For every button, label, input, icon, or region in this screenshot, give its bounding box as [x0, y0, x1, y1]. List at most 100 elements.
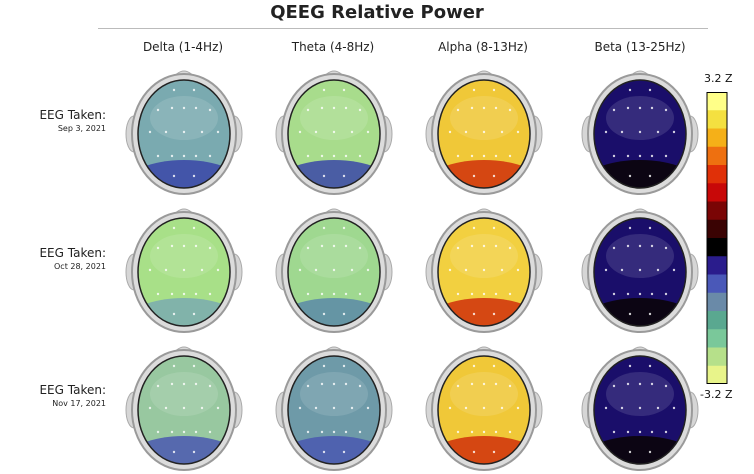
electrode	[472, 450, 476, 454]
band-label-alpha: Alpha (8-13Hz)	[438, 40, 528, 54]
map-region	[300, 96, 368, 140]
electrode	[464, 130, 468, 134]
electrode	[648, 226, 652, 230]
map-region	[150, 372, 218, 416]
electrode	[472, 226, 476, 230]
electrode	[208, 292, 212, 296]
electrode	[194, 154, 198, 158]
electrode	[626, 292, 630, 296]
electrode	[358, 430, 362, 434]
electrode	[612, 246, 616, 250]
electrode	[358, 108, 362, 112]
electrode	[516, 406, 520, 410]
electrode	[156, 154, 160, 158]
electrode	[350, 268, 354, 272]
band-label-beta: Beta (13-25Hz)	[594, 40, 686, 54]
electrode	[344, 382, 348, 386]
electrode	[656, 406, 660, 410]
electrode	[306, 108, 310, 112]
electrode	[320, 292, 324, 296]
electrode	[492, 174, 496, 178]
electrode	[492, 364, 496, 368]
electrode	[482, 154, 486, 158]
electrode	[170, 430, 174, 434]
electrode	[470, 244, 474, 248]
electrode	[182, 106, 186, 110]
electrode	[332, 130, 336, 134]
electrode	[628, 226, 632, 230]
electrode	[200, 130, 204, 134]
electrode	[494, 430, 498, 434]
session-label-1: EEG Taken: Sep 3, 2021	[10, 108, 106, 133]
electrode	[448, 130, 452, 134]
map-region	[450, 96, 518, 140]
electrode	[494, 292, 498, 296]
electrode	[456, 246, 460, 250]
electrode	[508, 384, 512, 388]
electrode	[358, 246, 362, 250]
electrode	[494, 154, 498, 158]
electrode	[358, 384, 362, 388]
electrode	[344, 106, 348, 110]
electrode	[648, 450, 652, 454]
electrode	[170, 154, 174, 158]
electrode	[482, 130, 486, 134]
map-region	[438, 160, 530, 188]
map-region	[138, 298, 230, 326]
electrode	[672, 130, 676, 134]
electrode	[612, 108, 616, 112]
scale-step	[707, 219, 727, 239]
electrode	[182, 292, 186, 296]
map-border	[593, 355, 687, 465]
map-region	[288, 436, 380, 464]
electrode	[172, 174, 176, 178]
electrode	[612, 292, 616, 296]
scale-step	[707, 201, 727, 221]
electrode	[332, 244, 336, 248]
topomap-beta-session-3	[581, 346, 699, 471]
map-border	[437, 79, 531, 189]
electrode	[604, 406, 608, 410]
scale-step	[707, 238, 727, 257]
electrode	[366, 268, 370, 272]
electrode	[620, 130, 624, 134]
topomap-theta-session-3	[275, 346, 393, 471]
electrode	[482, 382, 486, 386]
electrode	[320, 106, 324, 110]
electrode	[470, 154, 474, 158]
electrode	[470, 382, 474, 386]
electrode	[492, 450, 496, 454]
map-border	[287, 355, 381, 465]
electrode	[638, 430, 642, 434]
electrode	[494, 244, 498, 248]
electrode	[456, 154, 460, 158]
map-border	[287, 79, 381, 189]
scale-step	[707, 292, 727, 312]
electrode	[620, 268, 624, 272]
electrode	[508, 154, 512, 158]
electrode	[500, 130, 504, 134]
electrode	[344, 292, 348, 296]
electrode	[664, 108, 668, 112]
map-region	[138, 436, 230, 464]
electrode	[208, 430, 212, 434]
map-region	[438, 298, 530, 326]
session-date: Nov 17, 2021	[52, 399, 106, 408]
map-border	[137, 79, 231, 189]
map-border	[437, 217, 531, 327]
electrode	[626, 430, 630, 434]
electrode	[672, 268, 676, 272]
map-region	[150, 234, 218, 278]
electrode	[494, 382, 498, 386]
scale-step	[707, 146, 727, 166]
electrode	[322, 312, 326, 316]
electrode	[322, 364, 326, 368]
electrode	[638, 154, 642, 158]
electrode	[664, 246, 668, 250]
electrode	[612, 154, 616, 158]
session-title: EEG Taken:	[39, 383, 106, 397]
electrode	[216, 406, 220, 410]
electrode	[470, 106, 474, 110]
electrode	[472, 88, 476, 92]
electrode	[208, 154, 212, 158]
